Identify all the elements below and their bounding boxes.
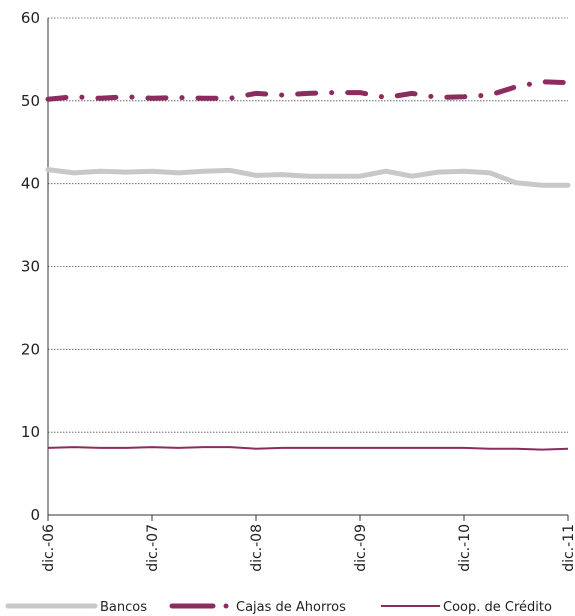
y-tick-label-10: 10	[21, 423, 40, 441]
x-tick-label-4: dic.-10	[457, 524, 473, 572]
y-tick-label-20: 20	[21, 340, 40, 358]
x-tick-label-2: dic.-08	[249, 524, 265, 572]
legend-item-2: Coop. de Crédito	[381, 600, 552, 615]
legend-label-1: Cajas de Ahorros	[236, 600, 346, 615]
legend-item-0: Bancos	[5, 600, 147, 615]
y-tick-label-40: 40	[21, 175, 40, 193]
series-line-0	[45, 167, 571, 188]
legend-label-2: Coop. de Crédito	[443, 600, 552, 615]
series-line-2	[47, 446, 569, 451]
x-tick-label-3: dic.-09	[353, 524, 369, 572]
legend: Bancos Cajas de Ahorros Coop. de Crédito	[5, 600, 552, 615]
legend-item-1: Cajas de Ahorros	[169, 600, 346, 615]
y-tick-label-0: 0	[30, 506, 40, 524]
y-axis-ticks: 0 10 20 30 40 50 60	[21, 9, 40, 524]
series-lines	[45, 79, 571, 451]
y-tick-label-30: 30	[21, 258, 40, 276]
x-tick-label-5: dic.-11	[561, 524, 575, 572]
x-tick-label-1: dic.-07	[145, 524, 161, 572]
legend-label-0: Bancos	[100, 600, 147, 615]
series-line-1	[45, 79, 571, 102]
grid-lines	[48, 17, 568, 433]
legend-swatch-dot-1	[223, 603, 229, 609]
x-axis-ticks: dic.-06 dic.-07 dic.-08 dic.-09 dic.-10 dic.-…	[41, 515, 575, 572]
y-tick-label-50: 50	[21, 92, 40, 110]
y-tick-label-60: 60	[21, 9, 40, 27]
x-tick-label-0: dic.-06	[41, 524, 57, 572]
